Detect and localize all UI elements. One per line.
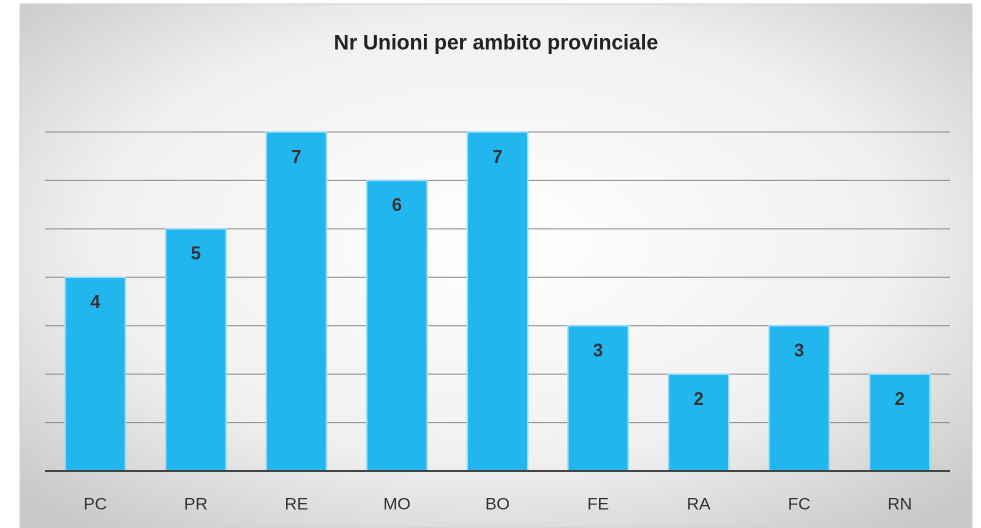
x-tick-label: RA xyxy=(687,494,711,513)
x-tick-label: RN xyxy=(887,494,912,513)
data-label: 2 xyxy=(895,389,905,409)
data-label: 6 xyxy=(392,195,402,215)
bar xyxy=(265,131,328,472)
data-label: 7 xyxy=(492,147,502,167)
x-tick-label: MO xyxy=(383,494,410,513)
bar xyxy=(768,324,831,472)
data-label: 3 xyxy=(794,340,804,360)
bar xyxy=(466,131,529,472)
x-tick-label: PC xyxy=(83,494,107,513)
data-label: 5 xyxy=(191,244,201,264)
data-label: 7 xyxy=(291,147,301,167)
bar xyxy=(366,179,428,472)
x-tick-label: FC xyxy=(788,494,811,513)
x-tick-label: BO xyxy=(485,494,510,513)
chart-title: Nr Unioni per ambito provinciale xyxy=(334,32,658,55)
x-tick-label: FE xyxy=(587,494,609,513)
x-tick-label: PR xyxy=(184,494,208,513)
bar xyxy=(567,324,629,472)
x-tick-label: RE xyxy=(285,494,309,513)
bar xyxy=(64,276,127,472)
data-label: 2 xyxy=(694,389,704,409)
bar xyxy=(164,228,227,472)
data-label: 3 xyxy=(593,340,603,360)
data-label: 4 xyxy=(90,292,100,312)
